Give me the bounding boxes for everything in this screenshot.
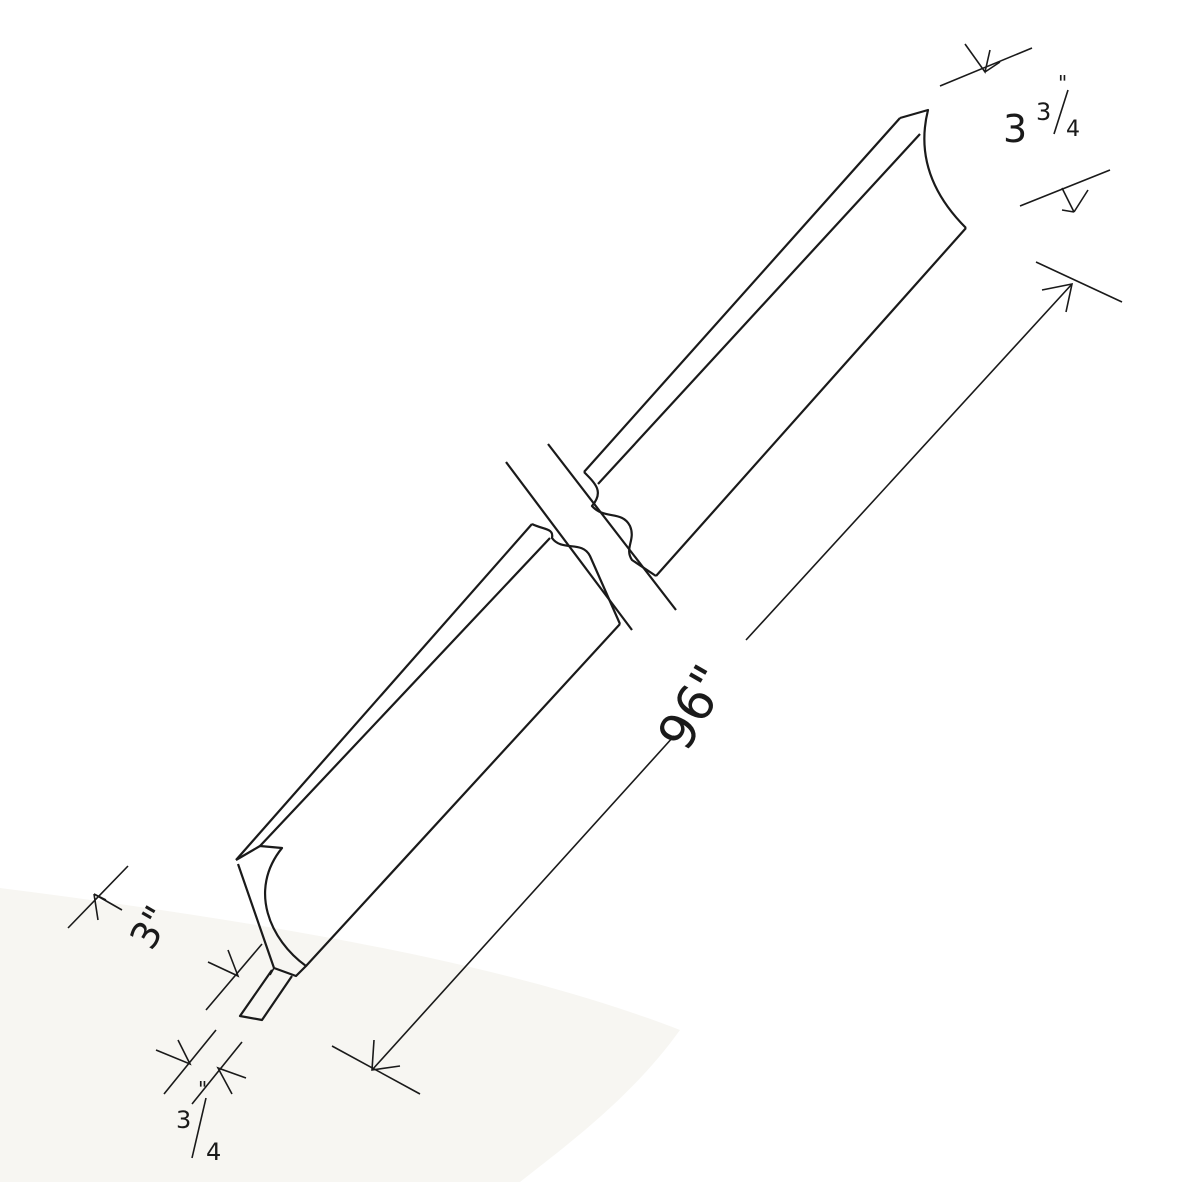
depth-arrow-top [93,893,123,921]
length-line-upper [745,283,1073,641]
height-arrow-top [964,43,1001,74]
dimension-height: 3 3 " 4 [939,43,1111,213]
length-line-lower [371,735,675,1071]
thickness-arrow-left [155,1039,192,1066]
height-frac-den: 4 [1066,117,1080,142]
upper-edge-1 [583,117,901,473]
end-profile-top [899,108,967,229]
thickness-inch-mark: " [198,1077,207,1101]
end-profile-bottom [235,844,308,978]
height-arrow-bottom [1061,187,1089,213]
thickness-ext-left [163,1029,217,1095]
lower-edge-1 [235,523,533,861]
height-ext-bottom [1019,169,1111,207]
length-ext-top [1035,261,1123,303]
upper-edge-3 [655,227,967,577]
bottom-lip [238,969,293,1022]
height-frac-slash [1053,89,1069,135]
thickness-ext-right [191,1041,243,1105]
thickness-frac-slash [191,1097,207,1159]
height-frac-num: 3 [1036,98,1051,126]
molding-body [235,108,967,1022]
break-symbol [505,443,677,631]
break-line-right [547,443,677,611]
thickness-den: 4 [206,1138,221,1166]
lower-edge-3 [305,623,621,967]
upper-edge-2 [597,133,921,485]
thickness-num: 3 [176,1106,191,1134]
height-whole: 3 [1003,107,1027,151]
break-profile-lower [531,523,622,625]
break-profile-upper [583,471,657,577]
dimension-thickness: 3 " 4 [155,1029,247,1166]
length-arrow-top [1041,282,1074,313]
depth-arrow-bottom [207,949,240,978]
floor-shadow [0,888,680,1182]
lower-edge-2 [259,537,551,847]
height-inch-mark: " [1058,71,1067,95]
length-arrow-bottom [371,1039,401,1071]
thickness-arrow-right [216,1066,247,1095]
length-label: 96" [647,655,741,759]
depth-ext-bottom [205,943,263,1011]
